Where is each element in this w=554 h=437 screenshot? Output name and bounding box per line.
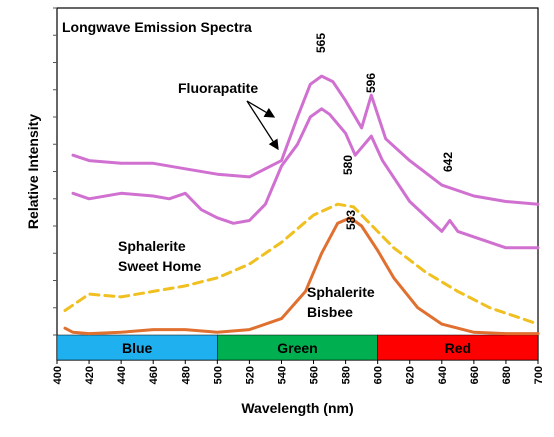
peak-label-596: 596 xyxy=(364,73,378,93)
color-band-label-green: Green xyxy=(277,340,317,356)
plot-frame xyxy=(56,7,539,361)
x-tick-label: 540 xyxy=(276,366,288,384)
x-tick-label: 620 xyxy=(405,366,417,384)
x-tick-label: 560 xyxy=(309,366,321,384)
x-tick-label: 580 xyxy=(341,366,353,384)
x-tick-label: 440 xyxy=(116,366,128,384)
x-axis-label: Wavelength (nm) xyxy=(241,400,353,416)
x-tick-label: 640 xyxy=(437,366,449,384)
peak-label-565: 565 xyxy=(314,33,328,53)
peak-label-583: 583 xyxy=(344,210,358,230)
annotation-arrow xyxy=(246,100,276,118)
color-band-label-blue: Blue xyxy=(122,340,153,356)
chart-title: Longwave Emission Spectra xyxy=(62,19,252,35)
x-tick-label: 400 xyxy=(52,366,64,384)
annotation-fluorapatite: Fluorapatite xyxy=(178,80,258,96)
y-axis-label: Relative Intensity xyxy=(25,114,41,229)
series-line-fluor2 xyxy=(71,107,540,250)
annotation-bisbee-line2: Bisbee xyxy=(307,304,353,320)
color-band-label-red: Red xyxy=(445,340,471,356)
annotation-bisbee-line1: Sphalerite xyxy=(307,284,375,300)
peak-label-642: 642 xyxy=(441,152,455,172)
x-tick-label: 600 xyxy=(373,366,385,384)
annotation-arrow xyxy=(246,100,279,151)
color-band-blue xyxy=(56,334,218,361)
x-tick-label: 420 xyxy=(84,366,96,384)
x-tick-label: 460 xyxy=(148,366,160,384)
x-tick-label: 680 xyxy=(501,366,513,384)
x-tick-label: 660 xyxy=(469,366,481,384)
peak-label-580: 580 xyxy=(341,155,355,175)
series-line-sweet_home xyxy=(63,202,540,326)
annotation-sweet-home-line2: Sweet Home xyxy=(118,258,201,274)
color-band-green xyxy=(217,334,378,361)
x-tick-label: 480 xyxy=(180,366,192,384)
color-band-red xyxy=(377,334,539,361)
x-tick-label: 500 xyxy=(212,366,224,384)
series-line-bisbee xyxy=(63,216,540,336)
x-tick-label: 520 xyxy=(244,366,256,384)
x-tick-label: 700 xyxy=(533,366,545,384)
series-line-fluor1 xyxy=(71,74,540,206)
annotation-sweet-home-line1: Sphalerite xyxy=(118,238,186,254)
